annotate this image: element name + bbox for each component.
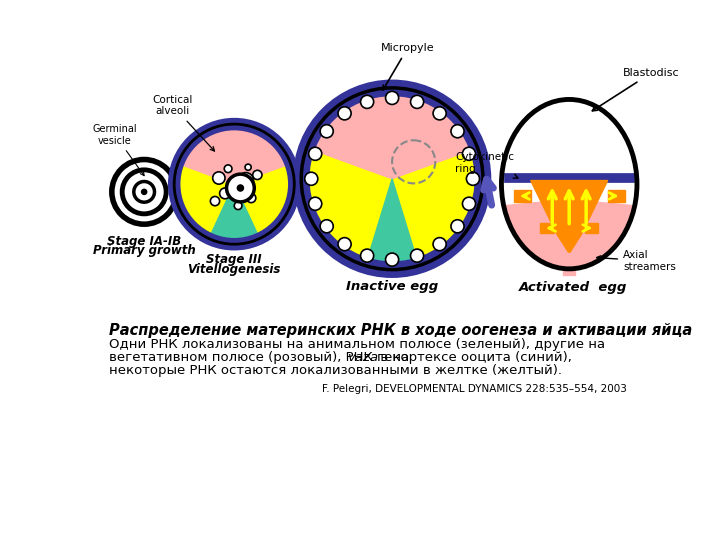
Circle shape [112,159,176,224]
Text: Micropyle: Micropyle [381,43,434,90]
Polygon shape [540,222,554,233]
Polygon shape [531,180,608,253]
Circle shape [361,96,374,109]
Polygon shape [514,190,531,202]
Circle shape [122,170,166,214]
Circle shape [462,197,475,210]
Text: Primary growth: Primary growth [93,244,196,257]
Text: Одни РНК локализованы на анимальном полюсе (зеленый), другие на: Одни РНК локализованы на анимальном полю… [109,338,605,351]
Polygon shape [307,88,477,179]
Circle shape [361,249,374,262]
Circle shape [309,197,322,210]
Circle shape [224,165,232,173]
Text: Cortical
alveoli: Cortical alveoli [153,95,215,151]
Text: вегетативном полюсе (розовый), РНК гена: вегетативном полюсе (розовый), РНК гена [109,351,413,364]
Polygon shape [214,184,255,244]
Circle shape [220,188,230,199]
Circle shape [410,96,423,109]
Text: Inactive egg: Inactive egg [346,280,438,293]
Polygon shape [178,124,291,184]
Text: F. Pelegri, DEVELOPMENTAL DYNAMICS 228:535–554, 2003: F. Pelegri, DEVELOPMENTAL DYNAMICS 228:5… [322,384,627,394]
Text: Axial
streamers: Axial streamers [597,251,676,272]
Circle shape [320,125,333,138]
Text: Cytokinetic
ring: Cytokinetic ring [455,152,518,178]
Circle shape [238,185,243,191]
Text: vaza: vaza [348,351,379,364]
Circle shape [467,172,480,185]
Text: Распределение материнских РНК в ходе оогенеза и активации яйца: Распределение материнских РНК в ходе оог… [109,323,692,338]
Polygon shape [366,179,418,269]
Circle shape [238,173,253,188]
Text: в кортексе ооцита (синий),: в кортексе ооцита (синий), [376,351,572,364]
Polygon shape [585,222,598,233]
Circle shape [245,164,251,170]
Circle shape [320,220,333,233]
Circle shape [338,238,351,251]
Circle shape [462,147,475,160]
Circle shape [433,238,446,251]
Text: Germinal
vesicle: Germinal vesicle [93,124,144,176]
Circle shape [451,220,464,233]
Polygon shape [608,190,625,202]
Text: Blastodisc: Blastodisc [593,68,680,111]
Text: Stage IA-IB: Stage IA-IB [107,235,181,248]
Polygon shape [505,200,634,267]
Ellipse shape [501,99,637,269]
Circle shape [410,249,423,262]
Circle shape [142,189,147,194]
Circle shape [227,174,254,202]
Circle shape [301,88,483,269]
Circle shape [134,181,155,202]
Circle shape [338,107,351,120]
Circle shape [433,107,446,120]
Circle shape [234,202,242,210]
Circle shape [305,172,318,185]
Circle shape [210,197,220,206]
Circle shape [451,125,464,138]
Circle shape [246,193,256,202]
Circle shape [212,172,225,184]
Circle shape [309,147,322,160]
Circle shape [174,124,294,244]
Circle shape [385,253,399,266]
Circle shape [253,170,262,179]
Polygon shape [209,184,260,244]
Text: Activated  egg: Activated egg [519,281,627,294]
Text: некоторые РНК остаются локализованными в желтке (желтый).: некоторые РНК остаются локализованными в… [109,364,562,377]
Circle shape [385,91,399,104]
Text: Stage III: Stage III [207,253,262,266]
Polygon shape [563,253,575,275]
Text: Vitellogenesis: Vitellogenesis [188,262,281,276]
